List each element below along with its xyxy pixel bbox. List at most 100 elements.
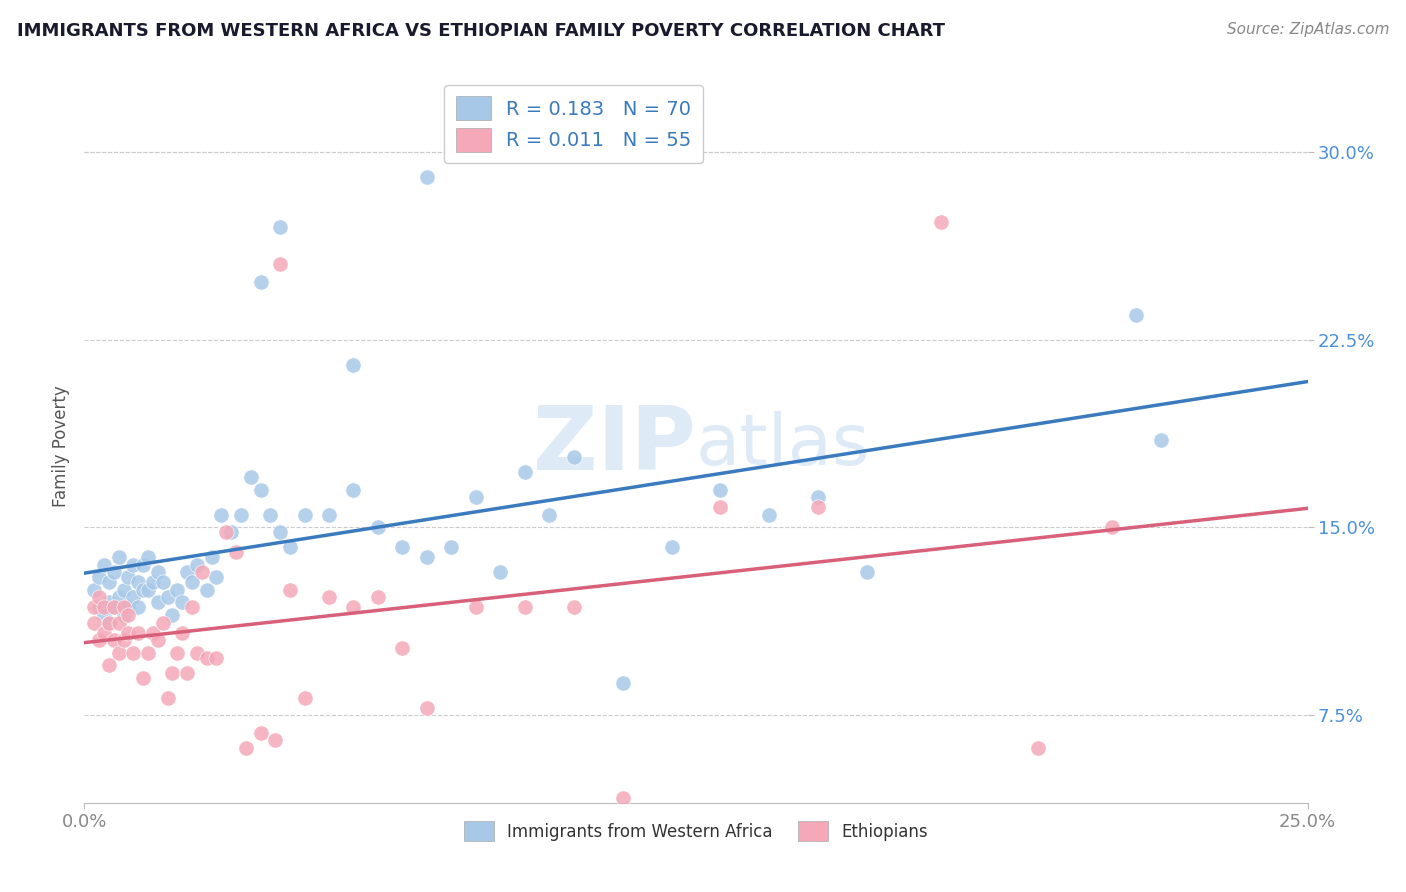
Point	[929, 215, 952, 229]
Point	[156, 690, 179, 705]
Point	[278, 582, 301, 597]
Point	[122, 646, 145, 660]
Point	[612, 790, 634, 805]
Point	[538, 508, 561, 522]
Point	[416, 550, 439, 565]
Point	[342, 600, 364, 615]
Point	[142, 625, 165, 640]
Point	[181, 600, 204, 615]
Text: Source: ZipAtlas.com: Source: ZipAtlas.com	[1226, 22, 1389, 37]
Point	[294, 508, 316, 522]
Point	[127, 600, 149, 615]
Legend: Immigrants from Western Africa, Ethiopians: Immigrants from Western Africa, Ethiopia…	[457, 814, 935, 848]
Point	[112, 600, 135, 615]
Point	[97, 575, 120, 590]
Point	[176, 566, 198, 580]
Point	[200, 550, 222, 565]
Point	[562, 450, 585, 465]
Point	[87, 570, 110, 584]
Point	[83, 582, 105, 597]
Point	[93, 558, 115, 572]
Point	[235, 740, 257, 755]
Point	[87, 633, 110, 648]
Point	[191, 566, 214, 580]
Point	[229, 508, 252, 522]
Point	[117, 607, 139, 622]
Point	[562, 600, 585, 615]
Point	[136, 582, 159, 597]
Point	[152, 575, 174, 590]
Point	[215, 525, 238, 540]
Point	[807, 491, 830, 505]
Text: ZIP: ZIP	[533, 402, 696, 490]
Point	[269, 525, 291, 540]
Y-axis label: Family Poverty: Family Poverty	[52, 385, 70, 507]
Point	[103, 566, 125, 580]
Point	[83, 600, 105, 615]
Point	[513, 465, 536, 479]
Point	[416, 169, 439, 184]
Point	[612, 675, 634, 690]
Point	[249, 275, 271, 289]
Point	[87, 600, 110, 615]
Point	[294, 690, 316, 705]
Point	[127, 575, 149, 590]
Point	[93, 607, 115, 622]
Point	[117, 625, 139, 640]
Point	[176, 665, 198, 680]
Text: atlas: atlas	[696, 411, 870, 481]
Point	[103, 600, 125, 615]
Point	[209, 508, 232, 522]
Point	[97, 615, 120, 630]
Point	[264, 733, 287, 747]
Point	[162, 665, 184, 680]
Point	[172, 595, 194, 609]
Point	[186, 558, 208, 572]
Point	[758, 508, 780, 522]
Point	[225, 545, 247, 559]
Point	[181, 575, 204, 590]
Point	[122, 558, 145, 572]
Point	[132, 558, 155, 572]
Point	[1028, 740, 1050, 755]
Point	[117, 570, 139, 584]
Point	[117, 600, 139, 615]
Point	[136, 646, 159, 660]
Point	[142, 575, 165, 590]
Point	[83, 615, 105, 630]
Point	[146, 595, 169, 609]
Point	[97, 595, 120, 609]
Point	[464, 491, 486, 505]
Point	[132, 671, 155, 685]
Point	[93, 600, 115, 615]
Point	[112, 633, 135, 648]
Point	[172, 625, 194, 640]
Point	[391, 541, 413, 555]
Point	[107, 550, 129, 565]
Point	[416, 700, 439, 714]
Point	[205, 650, 228, 665]
Point	[136, 550, 159, 565]
Point	[1125, 308, 1147, 322]
Point	[97, 615, 120, 630]
Point	[205, 570, 228, 584]
Point	[112, 607, 135, 622]
Point	[318, 591, 340, 605]
Point	[807, 500, 830, 515]
Point	[146, 633, 169, 648]
Point	[132, 582, 155, 597]
Point	[107, 591, 129, 605]
Point	[107, 615, 129, 630]
Point	[97, 658, 120, 673]
Point	[166, 646, 188, 660]
Point	[249, 483, 271, 497]
Point	[367, 520, 389, 534]
Point	[1150, 433, 1173, 447]
Point	[146, 566, 169, 580]
Point	[112, 582, 135, 597]
Point	[856, 566, 879, 580]
Point	[489, 566, 512, 580]
Point	[195, 582, 218, 597]
Point	[342, 483, 364, 497]
Point	[87, 591, 110, 605]
